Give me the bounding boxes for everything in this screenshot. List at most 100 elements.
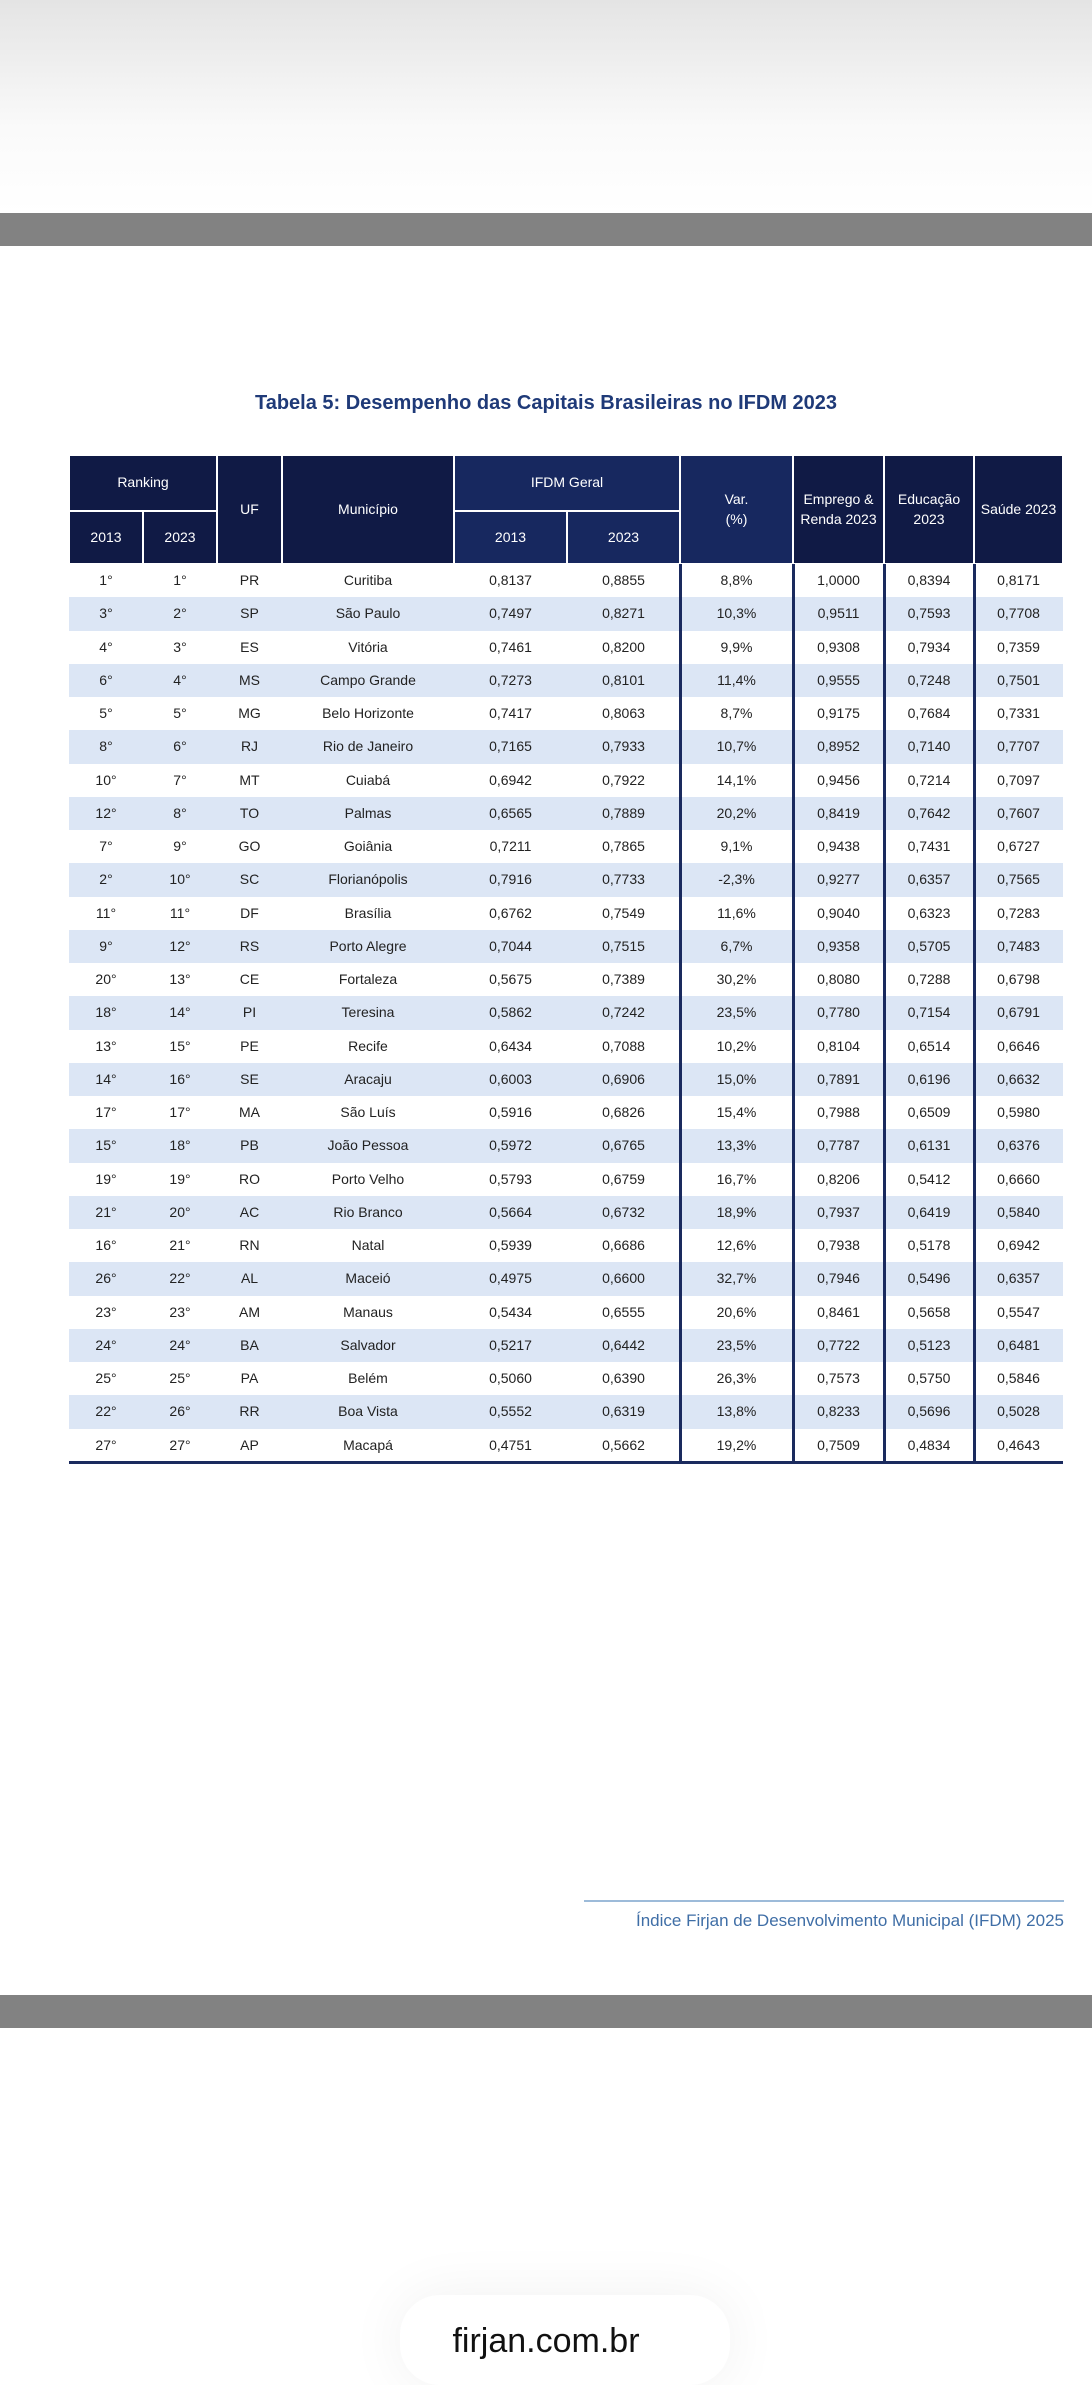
cell-emprego-renda: 0,9555 xyxy=(817,671,860,688)
cell-emprego-renda: 0,8206 xyxy=(817,1170,860,1187)
cell-uf: SE xyxy=(240,1070,259,1087)
cell-saude: 0,7565 xyxy=(997,871,1040,888)
cell-educacao: 0,6357 xyxy=(907,871,951,888)
cell-ifdm-2023: 0,6759 xyxy=(602,1170,645,1187)
column-divider xyxy=(883,564,886,1462)
table-row: 21° 20° AC Rio Branco 0,5664 0,6732 18,9% 0,793… xyxy=(69,1195,1063,1229)
cell-ifdm-2023: 0,6686 xyxy=(602,1237,645,1253)
cell-saude: 0,7501 xyxy=(997,671,1040,688)
cell-emprego-renda: 0,7988 xyxy=(817,1104,860,1120)
cell-rank-2013: 26° xyxy=(95,1270,117,1287)
table-row: 26° 22° AL Maceió 0,4975 0,6600 32,7% 0,7946 0,5… xyxy=(69,1262,1063,1296)
cell-emprego-renda: 0,9438 xyxy=(817,838,860,854)
cell-ifdm-2013: 0,7165 xyxy=(489,738,532,755)
cell-municipio: Teresina xyxy=(341,1004,395,1021)
cell-uf: AC xyxy=(239,1203,260,1220)
cell-rank-2023: 22° xyxy=(169,1270,191,1287)
cell-uf: GO xyxy=(238,838,261,854)
cell-educacao: 0,7154 xyxy=(907,1004,951,1021)
table-row: 19° 19° RO Porto Velho 0,5793 0,6759 16,7% 0,82… xyxy=(69,1163,1063,1196)
cell-educacao: 0,5696 xyxy=(907,1403,951,1420)
cell-ifdm-2023: 0,6732 xyxy=(602,1203,645,1220)
table-row: 5° 5° MG Belo Horizonte 0,7417 0,8063 8,7% 0,91… xyxy=(69,697,1063,730)
cell-municipio: Cuiabá xyxy=(345,771,391,788)
cell-saude: 0,6660 xyxy=(997,1170,1040,1187)
cell-rank-2013: 10° xyxy=(95,771,117,788)
cell-uf: PE xyxy=(240,1037,259,1054)
cell-uf: MA xyxy=(239,1104,260,1120)
cell-ifdm-2023: 0,6319 xyxy=(602,1403,645,1420)
cell-emprego-renda: 0,8104 xyxy=(817,1037,860,1054)
cell-municipio: Aracaju xyxy=(344,1070,392,1087)
column-divider xyxy=(973,564,976,1462)
cell-municipio: Porto Alegre xyxy=(329,937,407,954)
cell-educacao: 0,6419 xyxy=(907,1203,951,1220)
page-separator xyxy=(0,1995,1092,2028)
cell-var: 14,1% xyxy=(716,771,757,788)
url-text[interactable]: firjan.com.br xyxy=(452,2322,640,2360)
table-row: 10° 7° MT Cuiabá 0,6942 0,7922 14,1% 0,9456 0,72… xyxy=(69,764,1063,797)
table-row: 7° 9° GO Goiânia 0,7211 0,7865 9,1% 0,9438 0,743… xyxy=(69,830,1063,863)
cell-emprego-renda: 0,7722 xyxy=(817,1336,860,1353)
cell-municipio: Salvador xyxy=(340,1336,396,1353)
cell-ifdm-2013: 0,5664 xyxy=(489,1203,532,1220)
cell-ifdm-2013: 0,5939 xyxy=(489,1237,532,1253)
table-row: 11° 11° DF Brasília 0,6762 0,7549 11,6% 0,9040 0… xyxy=(69,897,1063,930)
cell-ifdm-2013: 0,7211 xyxy=(489,838,532,854)
cell-saude: 0,7359 xyxy=(997,638,1040,655)
cell-saude: 0,5846 xyxy=(997,1370,1040,1386)
cell-emprego-renda: 0,8233 xyxy=(817,1403,860,1420)
cell-educacao: 0,7934 xyxy=(907,638,951,655)
cell-ifdm-2023: 0,8101 xyxy=(602,671,645,688)
table-row: 8° 6° RJ Rio de Janeiro 0,7165 0,7933 10,7% 0,8… xyxy=(69,730,1063,764)
cell-emprego-renda: 0,8952 xyxy=(817,738,860,755)
table-row: 3° 2° SP São Paulo 0,7497 0,8271 10,3% 0,9511 0,… xyxy=(69,597,1063,631)
cell-var: 19,2% xyxy=(716,1436,757,1453)
cell-municipio: São Luís xyxy=(340,1104,396,1120)
header-rank-2023: 2023 xyxy=(143,511,217,564)
cell-var: 11,6% xyxy=(717,904,756,921)
cell-educacao: 0,7214 xyxy=(907,771,951,788)
cell-ifdm-2013: 0,6565 xyxy=(489,804,532,821)
cell-municipio: Fortaleza xyxy=(338,971,398,987)
cell-var: 9,1% xyxy=(720,838,753,854)
cell-ifdm-2013: 0,7497 xyxy=(489,605,532,622)
header-saude: Saúde 2023 xyxy=(974,455,1063,564)
cell-ifdm-2013: 0,6434 xyxy=(489,1037,532,1054)
cell-emprego-renda: 0,9456 xyxy=(817,771,860,788)
cell-emprego-renda: 0,9358 xyxy=(817,937,860,954)
cell-rank-2023: 6° xyxy=(173,738,187,755)
top-background xyxy=(0,0,1092,213)
cell-saude: 0,7331 xyxy=(997,705,1040,721)
cell-educacao: 0,6509 xyxy=(907,1104,951,1120)
cell-var: 20,2% xyxy=(716,804,757,821)
cell-saude: 0,6646 xyxy=(997,1037,1040,1054)
cell-emprego-renda: 0,8461 xyxy=(817,1303,860,1320)
cell-uf: PA xyxy=(240,1370,259,1386)
cell-educacao: 0,5123 xyxy=(907,1336,951,1353)
cell-rank-2013: 23° xyxy=(95,1303,117,1320)
cell-ifdm-2023: 0,6906 xyxy=(602,1070,645,1087)
table-row: 16° 21° RN Natal 0,5939 0,6686 12,6% 0,7938 0,51… xyxy=(69,1229,1063,1262)
cell-educacao: 0,6514 xyxy=(907,1037,951,1054)
cell-uf: RS xyxy=(239,937,260,954)
cell-saude: 0,7607 xyxy=(997,804,1040,821)
cell-saude: 0,6481 xyxy=(997,1336,1040,1353)
cell-municipio: Macapá xyxy=(343,1436,393,1453)
cell-saude: 0,7707 xyxy=(997,738,1040,755)
table-row: 9° 12° RS Porto Alegre 0,7044 0,7515 6,7% 0,935… xyxy=(69,929,1063,963)
cell-var: 20,6% xyxy=(716,1303,757,1320)
cell-ifdm-2023: 0,8063 xyxy=(602,705,645,721)
cell-municipio: Palmas xyxy=(344,804,392,821)
cell-uf: SC xyxy=(239,871,260,888)
cell-var: 10,2% xyxy=(716,1037,757,1054)
header-educacao: Educação 2023 xyxy=(884,455,974,564)
cell-var: 13,8% xyxy=(716,1403,757,1420)
cell-municipio: Boa Vista xyxy=(338,1403,398,1420)
cell-saude: 0,7708 xyxy=(997,605,1040,622)
cell-saude: 0,8171 xyxy=(997,572,1040,588)
cell-emprego-renda: 0,8080 xyxy=(817,971,860,987)
cell-rank-2013: 1° xyxy=(99,572,113,588)
cell-ifdm-2013: 0,5675 xyxy=(489,971,532,987)
cell-rank-2023: 5° xyxy=(173,705,187,721)
